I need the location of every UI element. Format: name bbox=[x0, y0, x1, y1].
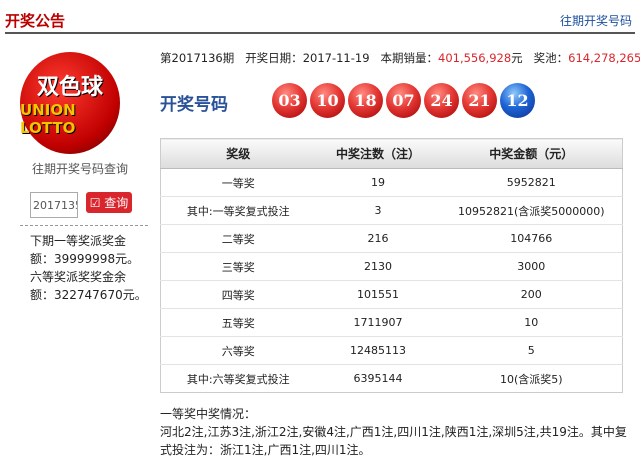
query-button[interactable]: ☑ 查询 bbox=[86, 192, 132, 213]
logo-text-en: UNION LOTTO bbox=[20, 101, 76, 137]
prize-level: 五等奖 bbox=[160, 308, 316, 337]
prize-level: 一等奖 bbox=[160, 168, 316, 197]
prize-level: 其中:一等奖复式投注 bbox=[160, 196, 316, 225]
table-row: 二等奖 216 104766 bbox=[160, 224, 623, 253]
red-ball: 18 bbox=[348, 83, 383, 118]
draw-date: 2017-11-19 bbox=[302, 51, 370, 65]
sales-label: 本期销量： bbox=[380, 51, 439, 65]
prize-amount: 200 bbox=[440, 280, 623, 309]
history-numbers-link[interactable]: 往期开奖号码 bbox=[559, 14, 632, 28]
winner-count: 216 bbox=[315, 224, 441, 253]
table-row: 其中:一等奖复式投注 3 10952821(含派奖5000000) bbox=[160, 196, 623, 225]
pool-label: 奖池： bbox=[533, 51, 569, 65]
prize-amount: 3000 bbox=[440, 252, 623, 281]
prize-amount: 10(含派奖5) bbox=[440, 364, 623, 393]
red-ball: 03 bbox=[272, 83, 307, 118]
logo-text-cn: 双色球 bbox=[36, 75, 103, 100]
prize-level: 其中:六等奖复式投注 bbox=[160, 364, 316, 393]
red-ball: 24 bbox=[424, 83, 459, 118]
query-label: 往期开奖号码查询 bbox=[31, 162, 128, 176]
col-header-amount: 中奖金额（元） bbox=[440, 138, 623, 169]
table-row: 其中:六等奖复式投注 6395144 10(含派奖5) bbox=[160, 364, 623, 393]
blue-ball: 12 bbox=[500, 83, 535, 118]
table-row: 六等奖 12485113 5 bbox=[160, 336, 623, 365]
table-row: 三等奖 2130 3000 bbox=[160, 252, 623, 281]
divider bbox=[20, 225, 148, 226]
winner-count: 19 bbox=[315, 168, 441, 197]
table-row: 五等奖 1711907 10 bbox=[160, 308, 623, 337]
winning-numbers-label: 开奖号码 bbox=[160, 95, 228, 115]
union-lotto-logo: 双色球 UNION LOTTO bbox=[20, 52, 120, 154]
table-row: 一等奖 19 5952821 bbox=[160, 168, 623, 197]
summary-title: 一等奖中奖情况： bbox=[160, 407, 257, 421]
winner-count: 6395144 bbox=[315, 364, 441, 393]
red-ball: 21 bbox=[462, 83, 497, 118]
date-label: 开奖日期： bbox=[245, 51, 303, 65]
prize-amount: 5 bbox=[440, 336, 623, 365]
prize-table: 奖级 中奖注数（注） 中奖金额（元） 一等奖 19 5952821 其中:一等奖复式投… bbox=[160, 138, 623, 393]
winner-count: 101551 bbox=[315, 280, 441, 309]
prize-amount: 104766 bbox=[440, 224, 623, 253]
draw-info: 第2017136期 开奖日期：2017-11-19 本期销量：401,556,9… bbox=[160, 50, 640, 66]
prize-notes: 下期一等奖派奖金额：39999998元。 六等奖派奖奖金余额：322747670… bbox=[30, 232, 148, 304]
table-header-row: 奖级 中奖注数（注） 中奖金额（元） bbox=[160, 138, 623, 169]
red-ball: 07 bbox=[386, 83, 421, 118]
header-divider bbox=[5, 32, 635, 34]
issue-number: 第2017136期 bbox=[160, 51, 235, 65]
prize-level: 二等奖 bbox=[160, 224, 316, 253]
winner-count: 2130 bbox=[315, 252, 441, 281]
note-line: 下期一等奖派奖金额：39999998元。 bbox=[30, 234, 140, 266]
prize-amount: 5952821 bbox=[440, 168, 623, 197]
page-title: 开奖公告 bbox=[5, 12, 66, 30]
prize-amount: 10952821(含派奖5000000) bbox=[440, 196, 623, 225]
prize-level: 四等奖 bbox=[160, 280, 316, 309]
unit: 元 bbox=[511, 51, 523, 65]
winner-count: 1711907 bbox=[315, 308, 441, 337]
sales-value: 401,556,928 bbox=[438, 51, 512, 65]
issue-input[interactable] bbox=[30, 192, 78, 218]
table-row: 四等奖 101551 200 bbox=[160, 280, 623, 309]
winner-count: 12485113 bbox=[315, 336, 441, 365]
winner-count: 3 bbox=[315, 196, 441, 225]
checkbox-icon: ☑ bbox=[89, 196, 101, 210]
pool-value: 614,278,265 bbox=[568, 51, 640, 65]
prize-level: 六等奖 bbox=[160, 336, 316, 365]
col-header-count: 中奖注数（注） bbox=[315, 138, 441, 169]
prize-amount: 10 bbox=[440, 308, 623, 337]
first-prize-summary: 一等奖中奖情况： 河北2注,江苏3注,浙江2注,安徽4注,广西1注,四川1注,陕… bbox=[160, 405, 630, 459]
prize-level: 三等奖 bbox=[160, 252, 316, 281]
col-header-level: 奖级 bbox=[160, 138, 316, 169]
note-line: 六等奖派奖奖金余额：322747670元。 bbox=[30, 270, 147, 302]
query-button-label: 查询 bbox=[104, 196, 129, 210]
winning-balls: 03 10 18 07 24 21 12 bbox=[272, 83, 535, 118]
red-ball: 10 bbox=[310, 83, 345, 118]
summary-text: 河北2注,江苏3注,浙江2注,安徽4注,广西1注,四川1注,陕西1注,深圳5注,… bbox=[160, 425, 627, 457]
